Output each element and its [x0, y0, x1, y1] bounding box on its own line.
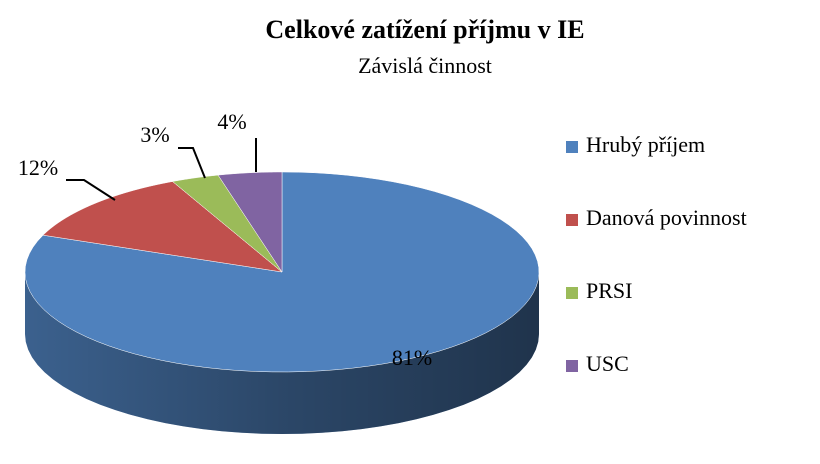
chart-title: Celkové zatížení příjmu v IE: [265, 15, 584, 44]
legend-label: Hrubý příjem: [586, 132, 705, 157]
pie-slice: [217, 171, 283, 273]
legend-swatch: [566, 360, 578, 372]
leader-line: [66, 179, 116, 201]
legend-swatch: [566, 141, 578, 153]
pie-slice: [24, 171, 540, 373]
chart-subtitle: Závislá činnost: [358, 53, 492, 78]
legend-swatch: [566, 287, 578, 299]
legend-label: Danová povinnost: [586, 205, 747, 230]
data-label: 4%: [217, 109, 246, 134]
pie-slice: [171, 174, 283, 273]
pie-side-shade: [25, 272, 539, 434]
data-label: 12%: [18, 155, 58, 180]
data-label: 3%: [140, 122, 169, 147]
data-label: 81%: [392, 345, 432, 370]
leader-line: [178, 147, 206, 179]
legend-swatch: [566, 214, 578, 226]
legend-label: PRSI: [586, 278, 632, 303]
pie-slice: [42, 181, 283, 273]
legend-label: USC: [586, 351, 629, 376]
